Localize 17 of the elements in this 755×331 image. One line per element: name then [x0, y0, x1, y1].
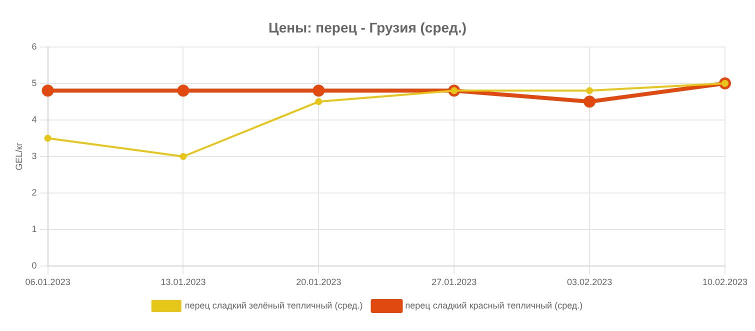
x-tick-label: 27.01.2023: [432, 277, 477, 288]
x-tick-label: 13.01.2023: [160, 277, 206, 288]
y-tick-label: 5: [32, 78, 37, 88]
x-tick-label: 06.01.2023: [25, 277, 70, 288]
x-tick-label: 03.02.2023: [567, 277, 612, 288]
y-tick-label: 2: [32, 188, 37, 198]
y-tick-label: 1: [32, 224, 37, 234]
legend-label: перец сладкий красный тепличный (сред.): [405, 300, 583, 310]
y-tick-label: 6: [32, 41, 37, 52]
chart-title: Цены: перец - Грузия (сред.): [268, 19, 466, 36]
y-tick-label: 3: [32, 150, 37, 161]
legend-label: перец сладкий зелёный тепличный (сред.): [184, 300, 363, 310]
y-tick-label: 0: [32, 260, 37, 271]
x-tick-label: 10.02.2023: [702, 277, 748, 288]
y-tick-label: 4: [32, 114, 37, 124]
x-tick-label: 20.01.2023: [296, 277, 342, 288]
y-axis-title: GEL/кг: [14, 142, 24, 170]
